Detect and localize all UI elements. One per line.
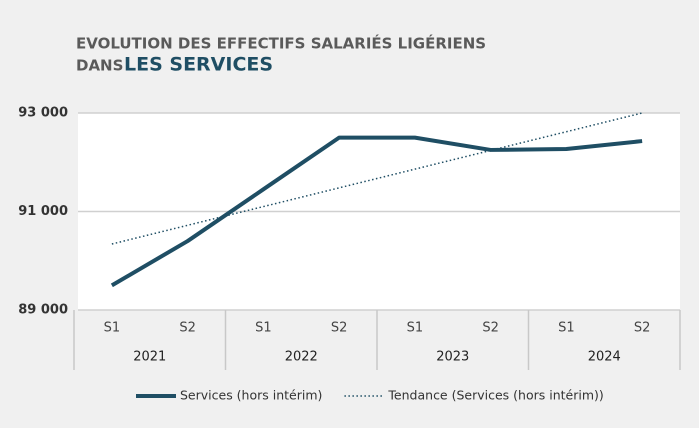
x-tick-label: S1 (558, 321, 575, 336)
legend-label: Services (hors intérim) (180, 388, 322, 403)
group-label: 2023 (436, 350, 469, 365)
x-tick-label: S1 (407, 321, 424, 336)
x-tick-label: S2 (482, 321, 499, 336)
group-label: 2022 (285, 350, 318, 365)
legend-label: Tendance (Services (hors intérim)) (387, 388, 603, 403)
chart-title: DANS (76, 57, 123, 75)
trend-line (111, 112, 643, 245)
group-label: 2024 (588, 350, 621, 365)
y-tick-label: 91 000 (18, 204, 68, 219)
line (110, 135, 643, 288)
chart-title: EVOLUTION DES EFFECTIFS SALARIÉS LIGÉRIE… (76, 34, 486, 53)
chart-title-highlight: LES SERVICES (124, 54, 273, 76)
x-tick-label: S1 (104, 321, 121, 336)
group-label: 2021 (133, 350, 166, 365)
x-tick-label: S2 (179, 321, 196, 336)
x-tick-label: S1 (255, 321, 272, 336)
y-tick-label: 93 000 (18, 106, 68, 121)
x-tick-label: S2 (331, 321, 348, 336)
x-tick-label: S2 (634, 321, 651, 336)
y-tick-label: 89 000 (18, 303, 68, 318)
